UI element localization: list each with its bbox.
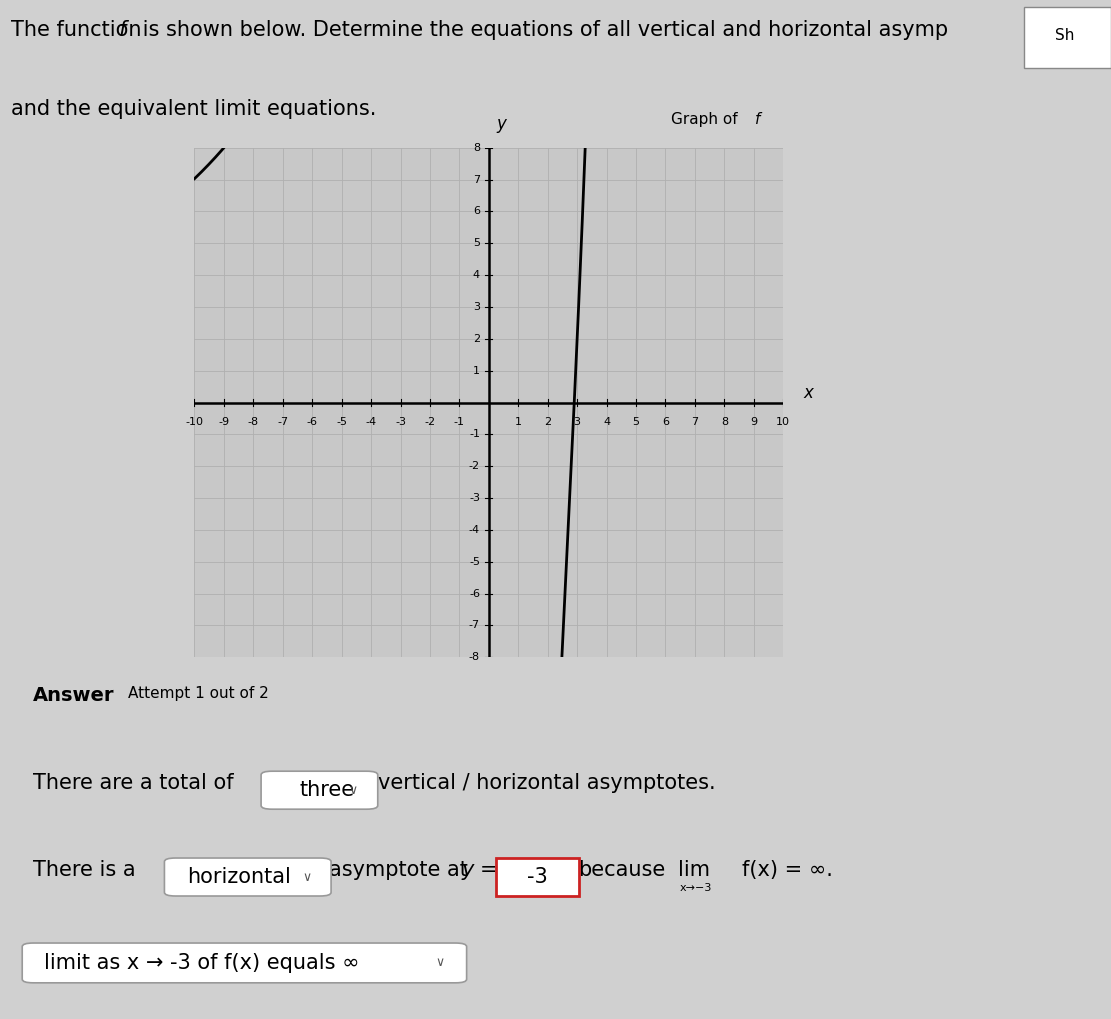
- Text: horizontal: horizontal: [187, 867, 290, 887]
- Text: Graph of: Graph of: [671, 112, 743, 126]
- FancyBboxPatch shape: [496, 858, 579, 896]
- Text: f: f: [119, 20, 127, 40]
- Text: vertical / horizontal asymptotes.: vertical / horizontal asymptotes.: [378, 773, 715, 793]
- FancyBboxPatch shape: [1024, 7, 1111, 67]
- Text: -5: -5: [469, 556, 480, 567]
- Text: f: f: [755, 112, 761, 126]
- Text: 8: 8: [473, 143, 480, 153]
- Text: -4: -4: [469, 525, 480, 535]
- Text: limit as x → -3 of f(x) equals ∞: limit as x → -3 of f(x) equals ∞: [44, 953, 360, 973]
- Text: -7: -7: [277, 417, 289, 427]
- Text: 1: 1: [473, 366, 480, 376]
- Text: 3: 3: [573, 417, 581, 427]
- Text: lim: lim: [678, 860, 710, 879]
- Text: -6: -6: [307, 417, 318, 427]
- Text: because: because: [578, 860, 665, 879]
- FancyBboxPatch shape: [164, 858, 331, 896]
- Text: f(x) = ∞.: f(x) = ∞.: [742, 860, 833, 879]
- Text: ∨: ∨: [302, 870, 311, 883]
- Text: ∨: ∨: [436, 957, 444, 969]
- Text: -2: -2: [424, 417, 436, 427]
- Text: 5: 5: [473, 238, 480, 249]
- Text: and the equivalent limit equations.: and the equivalent limit equations.: [11, 100, 377, 119]
- Text: Sh: Sh: [1054, 29, 1074, 43]
- Text: 5: 5: [632, 417, 640, 427]
- Text: -3: -3: [396, 417, 406, 427]
- Text: -6: -6: [469, 589, 480, 598]
- Text: -7: -7: [469, 621, 480, 631]
- Text: y: y: [461, 860, 473, 879]
- Text: -8: -8: [248, 417, 259, 427]
- Text: is shown below. Determine the equations of all vertical and horizontal asymp: is shown below. Determine the equations …: [136, 20, 948, 40]
- Text: x→−3: x→−3: [680, 883, 712, 894]
- Text: The function: The function: [11, 20, 148, 40]
- Text: 4: 4: [603, 417, 610, 427]
- Text: -4: -4: [366, 417, 377, 427]
- Text: 8: 8: [721, 417, 728, 427]
- Text: There are a total of: There are a total of: [33, 773, 234, 793]
- Text: -2: -2: [469, 462, 480, 471]
- FancyBboxPatch shape: [261, 771, 378, 809]
- Text: 6: 6: [473, 207, 480, 216]
- Text: 1: 1: [514, 417, 522, 427]
- Text: 4: 4: [473, 270, 480, 280]
- Text: -3: -3: [469, 493, 480, 503]
- Text: Answer: Answer: [33, 686, 114, 705]
- Text: 2: 2: [544, 417, 551, 427]
- Text: ∨: ∨: [349, 784, 358, 797]
- Text: -10: -10: [186, 417, 203, 427]
- Text: three: three: [300, 781, 356, 800]
- Text: asymptote at: asymptote at: [329, 860, 468, 879]
- Text: y: y: [497, 115, 507, 132]
- Text: =: =: [480, 860, 498, 879]
- Text: -9: -9: [218, 417, 230, 427]
- Text: Attempt 1 out of 2: Attempt 1 out of 2: [128, 686, 269, 701]
- Text: 3: 3: [473, 302, 480, 312]
- Text: -1: -1: [454, 417, 464, 427]
- Text: -8: -8: [469, 652, 480, 662]
- Text: -5: -5: [337, 417, 347, 427]
- Text: 6: 6: [662, 417, 669, 427]
- Text: There is a: There is a: [33, 860, 136, 879]
- Text: 10: 10: [777, 417, 790, 427]
- Text: -1: -1: [469, 429, 480, 439]
- Text: 7: 7: [473, 174, 480, 184]
- Text: x: x: [804, 384, 813, 401]
- Text: 7: 7: [691, 417, 699, 427]
- Text: 2: 2: [473, 334, 480, 343]
- Text: -3: -3: [527, 867, 548, 887]
- FancyBboxPatch shape: [22, 943, 467, 982]
- Text: 9: 9: [750, 417, 758, 427]
